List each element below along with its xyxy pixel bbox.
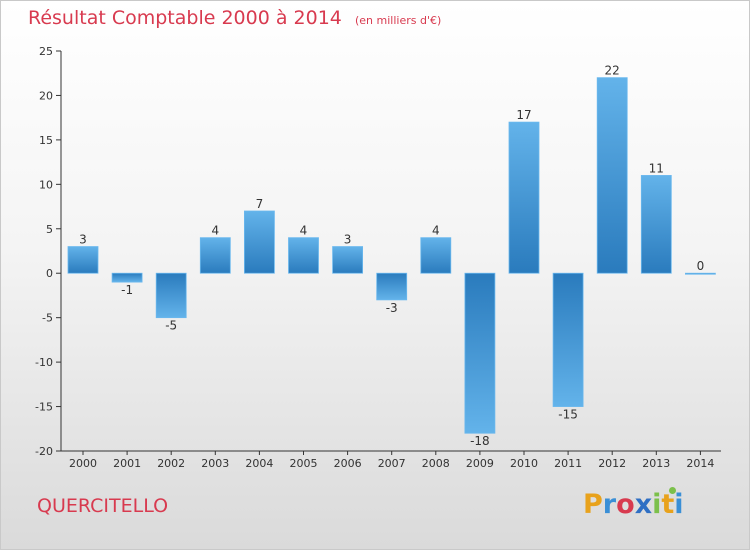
title-row: Résultat Comptable 2000 à 2014 (en milli… xyxy=(28,7,441,29)
bar-2014 xyxy=(685,272,716,275)
y-tick-label: 0 xyxy=(46,267,53,280)
logo-dot xyxy=(669,487,676,494)
data-label-2008: 4 xyxy=(432,224,440,238)
data-label-2006: 3 xyxy=(344,233,352,247)
y-tick-label: 15 xyxy=(39,134,53,147)
x-tick-label: 2010 xyxy=(510,457,538,470)
data-label-2007: -3 xyxy=(386,301,398,315)
x-tick-label: 2008 xyxy=(422,457,450,470)
bar-2000 xyxy=(67,246,99,274)
logo-letter: o xyxy=(616,489,635,520)
x-tick-label: 2011 xyxy=(554,457,582,470)
data-label-2004: 7 xyxy=(256,197,264,211)
bar-2003 xyxy=(199,237,231,274)
y-tick-label: 5 xyxy=(46,223,53,236)
bar-2002 xyxy=(155,272,187,319)
x-tick-label: 2005 xyxy=(290,457,318,470)
data-label-2000: 3 xyxy=(79,233,87,247)
x-tick-label: 2000 xyxy=(69,457,97,470)
logo-letter: i xyxy=(652,489,662,520)
proxiti-logo: Proxiti xyxy=(583,487,684,520)
y-tick-label: 10 xyxy=(39,178,53,191)
data-label-2009: -18 xyxy=(470,434,490,448)
bar-2013 xyxy=(640,175,672,274)
y-tick-label: -5 xyxy=(42,312,53,325)
x-tick-label: 2012 xyxy=(598,457,626,470)
logo-letter: t xyxy=(661,489,675,520)
logo-letter: i xyxy=(674,489,684,520)
y-tick-label: -20 xyxy=(35,445,53,458)
data-label-2005: 4 xyxy=(300,224,308,238)
chart-subtitle: (en milliers d'€) xyxy=(354,14,442,27)
chart-title: Résultat Comptable 2000 à 2014 xyxy=(28,7,342,29)
data-label-2013: 11 xyxy=(649,161,664,175)
x-tick-label: 2007 xyxy=(378,457,406,470)
bar-2009 xyxy=(464,272,496,434)
bar-2004 xyxy=(243,210,275,274)
x-tick-label: 2004 xyxy=(245,457,273,470)
x-tick-label: 2002 xyxy=(157,457,185,470)
bars-group xyxy=(67,77,716,434)
data-label-2014: 0 xyxy=(697,259,705,273)
logo-letter: P xyxy=(583,489,603,520)
logo-letter: r xyxy=(602,489,617,520)
bar-2006 xyxy=(332,246,364,274)
x-tick-label: 2014 xyxy=(686,457,714,470)
bar-2005 xyxy=(288,237,319,274)
x-tick-label: 2013 xyxy=(642,457,670,470)
bar-2010 xyxy=(508,121,540,274)
data-label-2001: -1 xyxy=(121,283,133,297)
y-tick-label: -10 xyxy=(35,356,53,369)
x-tick-label: 2006 xyxy=(334,457,362,470)
data-label-2012: 22 xyxy=(605,64,620,78)
bar-2008 xyxy=(420,237,452,274)
data-label-2010: 17 xyxy=(516,108,531,122)
y-tick-label: 25 xyxy=(39,45,53,58)
y-tick-label: -15 xyxy=(35,401,53,414)
bar-2012 xyxy=(596,77,628,274)
logo-letter: x xyxy=(634,489,653,520)
x-tick-label: 2001 xyxy=(113,457,141,470)
y-tick-label: 20 xyxy=(39,89,53,102)
data-label-2003: 4 xyxy=(211,224,219,238)
bar-2011 xyxy=(552,272,584,407)
labels-group: 3 -1 -5 4 7 4 3 -3 4 -18 17 -15 22 11 0 xyxy=(79,64,704,449)
bar-2007 xyxy=(376,272,408,301)
data-label-2011: -15 xyxy=(558,408,578,422)
x-tick-label: 2003 xyxy=(201,457,229,470)
data-label-2002: -5 xyxy=(165,319,177,333)
x-tick-label: 2009 xyxy=(466,457,494,470)
bar-2001 xyxy=(111,272,143,283)
commune-name: QUERCITELLO xyxy=(37,495,169,517)
